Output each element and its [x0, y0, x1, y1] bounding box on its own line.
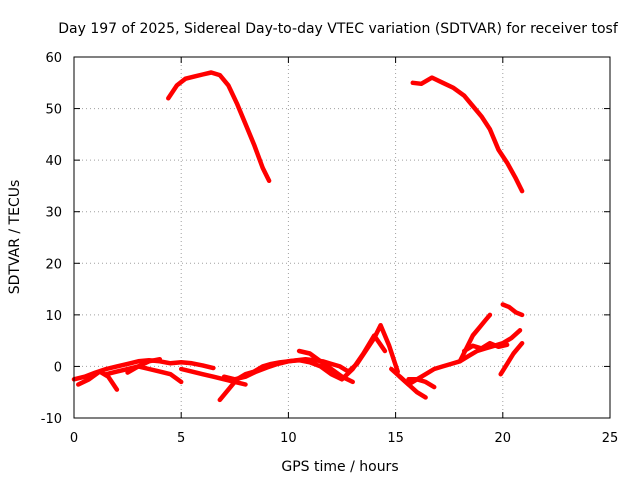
y-axis-tick-labels: -10 0 10 20 30 40 50 60 [41, 51, 62, 427]
series-arc-low-13 [461, 340, 510, 354]
y-tick-label: 0 [54, 360, 62, 375]
x-tick-label: 0 [70, 431, 78, 446]
grid [74, 57, 610, 418]
series-arc-low-3 [103, 364, 184, 385]
series-group [71, 70, 525, 403]
y-tick-label: 60 [45, 51, 62, 66]
series-arc-high-2 [410, 75, 525, 194]
series-arc-low-11 [406, 377, 437, 390]
y-tick-label: 50 [45, 103, 62, 118]
series-arc-low-2 [76, 369, 120, 392]
series-arc-low-7 [221, 333, 388, 382]
x-tick-label: 15 [387, 431, 404, 446]
series-arc-low-10 [397, 374, 428, 400]
y-tick-label: -10 [41, 412, 62, 427]
y-axis-label: SDTVAR / TECUs [7, 180, 23, 295]
x-axis-tick-labels: 0 5 10 15 20 25 [70, 431, 618, 446]
y-tick-label: 10 [45, 309, 62, 324]
series-arc-low-14 [500, 302, 525, 318]
chart-title: Day 197 of 2025, Sidereal Day-to-day VTE… [58, 21, 619, 37]
y-tick-label: 20 [45, 257, 62, 272]
series-arc-low-8 [296, 348, 355, 385]
series-arc-low-15 [498, 340, 525, 377]
axis-ticks [73, 56, 611, 419]
x-tick-label: 5 [177, 431, 185, 446]
series-arc-high-1 [166, 70, 272, 184]
series-arc-low-4 [125, 356, 163, 375]
y-tick-label: 40 [45, 154, 62, 169]
x-tick-label: 20 [495, 431, 512, 446]
plot-frame [73, 56, 611, 419]
x-axis-label: GPS time / hours [281, 459, 398, 475]
y-tick-label: 30 [45, 206, 62, 221]
x-tick-label: 10 [280, 431, 297, 446]
x-tick-label: 25 [602, 431, 619, 446]
